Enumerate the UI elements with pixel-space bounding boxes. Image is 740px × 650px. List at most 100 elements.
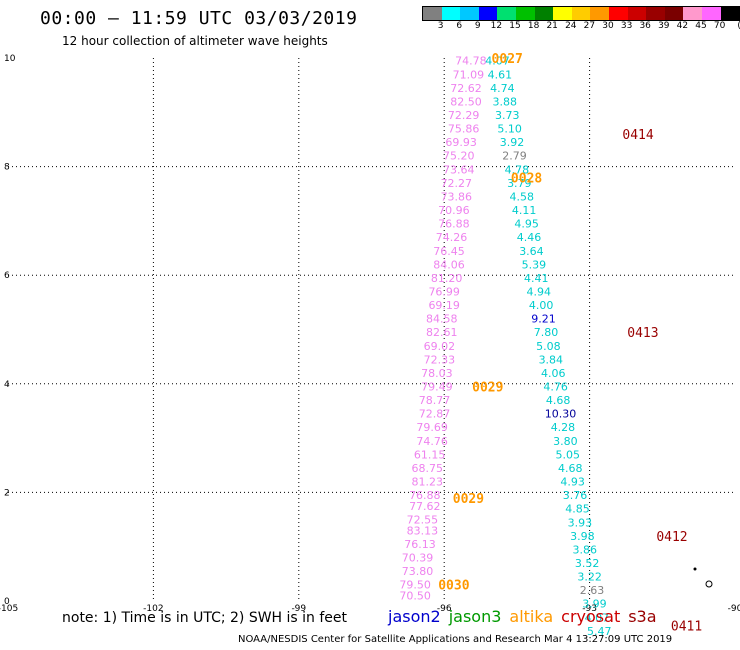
wave-height-value: 3.93 xyxy=(568,516,593,529)
color-swatch xyxy=(664,7,684,20)
page-title: 00:00 – 11:59 UTC 03/03/2019 xyxy=(40,8,358,29)
color-legend-label: 30 xyxy=(602,21,614,31)
color-swatch xyxy=(720,7,740,20)
pass-time-label: 0029 xyxy=(453,492,484,507)
color-swatch xyxy=(423,7,442,20)
wave-height-value: 5.39 xyxy=(522,258,547,271)
wave-height-value: 5.47 xyxy=(587,625,612,638)
wave-height-value: 73.80 xyxy=(402,565,434,578)
pass-time-label: 0030 xyxy=(438,579,469,594)
wave-height-value: 3.52 xyxy=(575,557,600,570)
wave-height-value: 5.10 xyxy=(497,123,522,136)
wave-height-value: 3.88 xyxy=(493,95,518,108)
x-tick-label: -93 xyxy=(582,604,597,614)
color-swatch xyxy=(627,7,647,20)
color-swatch xyxy=(497,7,516,20)
wave-height-value: 4.94 xyxy=(526,285,551,298)
color-legend-unit: (ft) xyxy=(737,21,740,31)
y-tick-label: 6 xyxy=(4,271,10,281)
wave-height-value: 83.13 xyxy=(407,524,439,537)
wave-height-value: 78.03 xyxy=(421,367,453,380)
color-legend-label: 9 xyxy=(474,21,481,31)
color-legend-label: 42 xyxy=(676,21,689,31)
wave-height-value: 61.15 xyxy=(414,448,446,461)
wave-height-value: 9.21 xyxy=(531,313,556,326)
wave-height-value: 82.50 xyxy=(450,95,482,108)
wave-height-value: 3.86 xyxy=(573,543,598,556)
wave-height-value: 3.98 xyxy=(570,530,595,543)
footer-note: note: 1) Time is in UTC; 2) SWH is in fe… xyxy=(62,610,348,626)
wave-height-value: 3.80 xyxy=(553,435,578,448)
wave-height-value: 4.00 xyxy=(529,299,554,312)
wave-height-value: 79.69 xyxy=(416,421,448,434)
wave-height-value: 5.08 xyxy=(536,340,561,353)
pass-time-label: 0027 xyxy=(492,52,523,67)
mission-jason3: jason3 xyxy=(448,607,502,626)
color-swatch xyxy=(534,7,554,20)
wave-height-value: 81.23 xyxy=(411,476,443,489)
wave-height-value: 4.07 xyxy=(485,55,510,68)
wave-height-value: 4.58 xyxy=(509,190,534,203)
island-marker xyxy=(693,567,697,571)
color-legend-label: 18 xyxy=(527,21,540,31)
y-tick-label: 2 xyxy=(4,488,10,498)
wave-height-value: 72.62 xyxy=(450,82,482,95)
wave-height-value: 84.58 xyxy=(426,313,458,326)
y-tick-label: 10 xyxy=(4,54,16,64)
y-tick-label: 4 xyxy=(4,380,10,390)
wave-height-value: 70.39 xyxy=(402,552,434,565)
wave-height-value: 3.79 xyxy=(507,177,532,190)
wave-height-value: 4.78 xyxy=(505,163,530,176)
wave-height-value: 72.29 xyxy=(448,109,480,122)
wave-height-value: 78.77 xyxy=(419,394,451,407)
wave-height-value: 4.06 xyxy=(541,367,566,380)
page-subtitle: 12 hour collection of altimeter wave hei… xyxy=(62,34,328,48)
color-legend-label: 36 xyxy=(639,21,651,31)
color-legend-label: 12 xyxy=(490,21,503,31)
pass-time-label: 0028 xyxy=(511,171,542,186)
wave-height-value: 2.63 xyxy=(580,584,605,597)
wave-height-value: 2.79 xyxy=(502,150,527,163)
wave-height-value: 4.68 xyxy=(558,462,583,475)
color-legend-label: 21 xyxy=(546,21,558,31)
color-legend-label: 3 xyxy=(437,21,444,31)
color-legend-label: 33 xyxy=(620,21,633,31)
wave-height-value: 73.86 xyxy=(441,190,473,203)
wave-height-value: 69.19 xyxy=(428,299,460,312)
x-tick-label: -96 xyxy=(437,604,452,614)
color-swatch xyxy=(441,7,461,20)
wave-height-value: 69.93 xyxy=(445,136,477,149)
wave-height-value: 77.62 xyxy=(409,500,441,513)
wave-height-value: 4.74 xyxy=(490,82,515,95)
color-legend xyxy=(422,6,740,21)
wave-height-value: 4.95 xyxy=(514,218,539,231)
pass-time-label: 0413 xyxy=(627,326,658,341)
x-tick-label: -105 xyxy=(0,604,18,614)
wave-height-value: 3.92 xyxy=(500,136,525,149)
x-tick-label: -102 xyxy=(143,604,163,614)
pass-time-label: 0029 xyxy=(472,381,503,396)
mission-legend: jason2 jason3 altika cryosat s3a xyxy=(388,607,665,626)
mission-altika: altika xyxy=(509,607,554,626)
pass-time-label: 0411 xyxy=(671,619,702,634)
wave-height-value: 74.26 xyxy=(436,231,468,244)
wave-height-value: 4.28 xyxy=(551,421,576,434)
mission-cryosat: cryosat xyxy=(561,607,621,626)
wave-height-value: 72.55 xyxy=(407,514,439,527)
wave-height-value: 3.22 xyxy=(577,571,602,584)
wave-height-value: 70.96 xyxy=(438,204,470,217)
y-tick-label: 8 xyxy=(4,163,10,173)
mission-jason2: jason2 xyxy=(388,607,441,626)
wave-height-value: 4.07 xyxy=(585,611,610,624)
wave-height-value: 4.93 xyxy=(560,476,585,489)
wave-height-value: 72.87 xyxy=(419,408,451,421)
color-swatch xyxy=(460,7,479,20)
island-marker xyxy=(705,580,713,588)
wave-height-value: 4.76 xyxy=(543,381,568,394)
wave-height-value: 76.88 xyxy=(409,489,441,502)
wave-height-value: 3.84 xyxy=(539,353,564,366)
wave-height-value: 3.99 xyxy=(582,598,607,611)
wave-height-value: 79.49 xyxy=(421,381,453,394)
color-legend-label: 15 xyxy=(509,21,521,31)
